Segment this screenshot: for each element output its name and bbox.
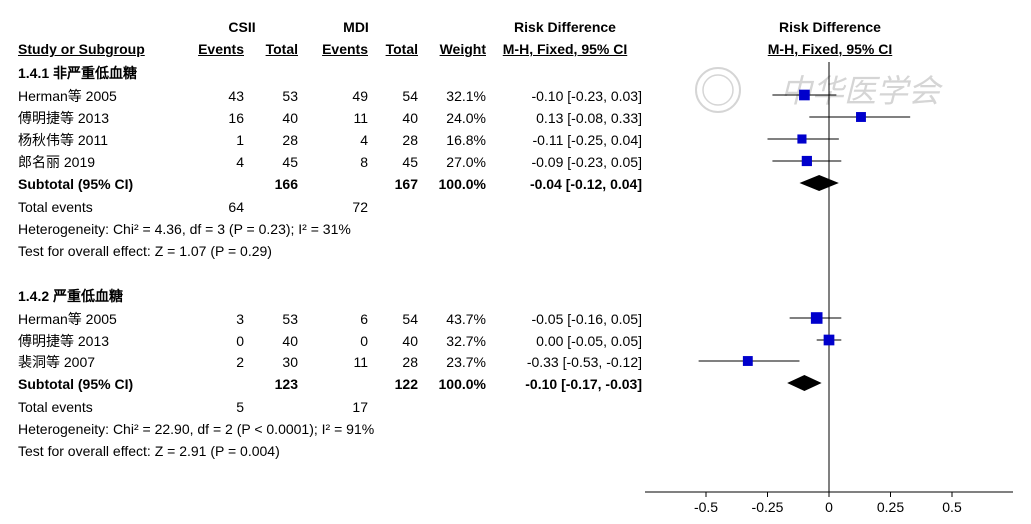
total2: 54 <box>402 311 418 327</box>
weight-col-header: Weight <box>439 41 486 57</box>
events2: 49 <box>352 88 368 104</box>
total1: 40 <box>282 110 298 126</box>
subtotal-weight: 100.0% <box>438 176 486 192</box>
total1-col-header: Total <box>265 41 298 57</box>
events1: 16 <box>228 110 244 126</box>
heterogeneity-text: Heterogeneity: Chi² = 22.90, df = 2 (P <… <box>18 421 375 437</box>
total1: 28 <box>282 132 298 148</box>
total-events-2: 72 <box>352 199 368 215</box>
subtotal-total2: 167 <box>394 176 418 192</box>
events2: 0 <box>360 333 368 349</box>
total1: 53 <box>282 88 298 104</box>
events1-col-header: Events <box>198 41 244 57</box>
subtotal-ci: -0.10 [-0.17, -0.03] <box>525 376 642 392</box>
effect-marker <box>799 89 810 101</box>
study-name: 傅明捷等 2013 <box>18 110 110 126</box>
risk-difference-ci: -0.11 [-0.25, 0.04] <box>532 132 642 148</box>
subgroup-title: 1.4.1 非严重低血糖 <box>18 65 138 81</box>
study-name: 杨秋伟等 2011 <box>18 132 108 148</box>
subtotal-diamond <box>787 375 822 391</box>
study-name: 傅明捷等 2013 <box>18 333 110 349</box>
x-tick-label: -0.25 <box>752 499 784 515</box>
risk-difference-ci: -0.09 [-0.23, 0.05] <box>531 154 642 170</box>
subgroup-title: 1.4.2 严重低血糖 <box>18 288 124 304</box>
total2: 54 <box>402 88 418 104</box>
events2: 6 <box>360 311 368 327</box>
effect-header: Risk Difference <box>514 19 616 35</box>
total1: 40 <box>282 333 298 349</box>
method-col-header: M-H, Fixed, 95% CI <box>502 41 628 57</box>
events2: 11 <box>353 110 368 126</box>
events1: 1 <box>236 132 244 148</box>
weight: 32.1% <box>446 88 486 104</box>
study-name: 郎名丽 2019 <box>18 154 96 170</box>
subtotal-label: Subtotal (95% CI) <box>18 176 134 192</box>
total2: 40 <box>402 333 418 349</box>
events1: 3 <box>236 311 244 327</box>
weight: 24.0% <box>446 110 486 126</box>
total-events-2: 17 <box>352 399 368 415</box>
total1: 30 <box>282 354 298 370</box>
risk-difference-ci: -0.33 [-0.53, -0.12] <box>526 354 642 370</box>
total-events-label: Total events <box>18 399 93 415</box>
total2: 28 <box>402 132 418 148</box>
risk-difference-ci: 0.00 [-0.05, 0.05] <box>536 333 642 349</box>
x-tick-label: 0 <box>825 499 833 515</box>
study-name: Herman等 2005 <box>18 88 117 104</box>
study-name: Herman等 2005 <box>18 311 117 327</box>
events2-col-header: Events <box>322 41 368 57</box>
weight: 32.7% <box>446 333 486 349</box>
risk-difference-ci: 0.13 [-0.08, 0.33] <box>536 110 642 126</box>
total2: 28 <box>402 354 418 370</box>
group2-header: MDI <box>343 19 369 35</box>
total2: 40 <box>402 110 418 126</box>
overall-effect-text: Test for overall effect: Z = 2.91 (P = 0… <box>18 443 280 459</box>
x-tick-label: 0.5 <box>942 499 962 515</box>
risk-difference-ci: -0.10 [-0.23, 0.03] <box>531 88 642 104</box>
subtotal-diamond <box>799 175 839 191</box>
events1: 4 <box>236 154 244 170</box>
weight: 23.7% <box>446 354 486 370</box>
overall-effect-text: Test for overall effect: Z = 1.07 (P = 0… <box>18 243 272 259</box>
events1: 2 <box>236 354 244 370</box>
events2: 11 <box>353 354 368 370</box>
events1: 43 <box>228 88 244 104</box>
effect-marker <box>856 112 866 122</box>
subtotal-label: Subtotal (95% CI) <box>18 376 134 392</box>
events1: 0 <box>236 333 244 349</box>
total2: 45 <box>402 154 418 170</box>
plot-method-header: M-H, Fixed, 95% CI <box>767 41 893 57</box>
effect-marker <box>823 334 835 346</box>
group1-header: CSII <box>228 19 256 35</box>
total2-col-header: Total <box>385 41 418 57</box>
events2: 8 <box>360 154 368 170</box>
weight: 16.8% <box>446 132 486 148</box>
effect-marker <box>797 134 807 144</box>
total1: 45 <box>282 154 298 170</box>
weight: 43.7% <box>446 311 486 327</box>
total-events-label: Total events <box>18 199 93 215</box>
risk-difference-ci: -0.05 [-0.16, 0.05] <box>531 311 642 327</box>
subtotal-total1: 123 <box>274 376 298 392</box>
subtotal-total1: 166 <box>274 176 298 192</box>
heterogeneity-text: Heterogeneity: Chi² = 4.36, df = 3 (P = … <box>18 221 351 237</box>
subtotal-total2: 122 <box>394 376 418 392</box>
x-tick-label: -0.5 <box>694 499 718 515</box>
events2: 4 <box>360 132 368 148</box>
effect-marker <box>801 155 812 167</box>
total1: 53 <box>282 311 298 327</box>
effect-marker <box>810 312 823 324</box>
study-col-header: Study or Subgroup <box>18 41 145 57</box>
weight: 27.0% <box>446 154 486 170</box>
total-events-1: 64 <box>228 199 244 215</box>
plot-header: Risk Difference <box>779 19 881 35</box>
total-events-1: 5 <box>236 399 244 415</box>
effect-marker <box>742 356 753 366</box>
x-tick-label: 0.25 <box>877 499 904 515</box>
study-name: 裴洞等 2007 <box>18 354 96 370</box>
subtotal-weight: 100.0% <box>438 376 486 392</box>
subtotal-ci: -0.04 [-0.12, 0.04] <box>529 176 642 192</box>
